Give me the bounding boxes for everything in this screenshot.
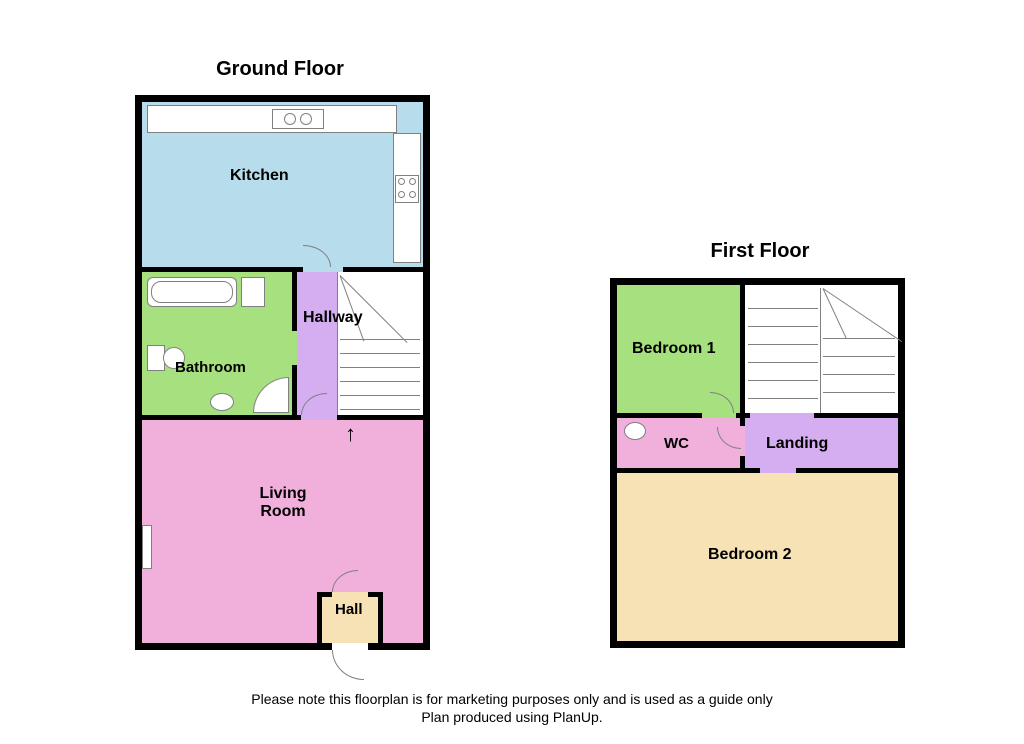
stair-g-1 [340,353,420,354]
living-label: Living Room [243,485,323,522]
stair-g-5 [340,409,420,410]
kitchen-sink [272,109,324,129]
front-door-arc [332,650,364,680]
bedroom2-label: Bedroom 2 [708,546,792,564]
stair-g-side [337,272,338,415]
footer: Please note this floorplan is for market… [0,691,1024,726]
bedroom1-label: Bedroom 1 [632,340,716,358]
stair-f-r2 [823,356,895,357]
ground-stairs [337,272,423,415]
hall-label: Hall [335,601,363,618]
stair-f-2 [748,326,818,327]
floorplan-canvas: Northi roperty Ground Floor [0,0,1024,744]
hall-living-gap [332,592,368,597]
stair-f-r3 [823,374,895,375]
footer-line-2: Plan produced using PlanUp. [421,709,602,725]
footer-line-1: Please note this floorplan is for market… [251,691,772,707]
bedroom1-right-wall [740,285,745,413]
living-fireplace [142,525,152,569]
kitchen-label: Kitchen [230,167,289,185]
first-floor-title: First Floor [690,240,830,263]
entry-arrow: ↑ [345,421,356,447]
stair-g-3 [340,381,420,382]
front-door-gap [332,643,368,650]
stair-g-2 [340,367,420,368]
bathroom-hallway-gap [292,331,297,365]
first-stairs [745,285,898,413]
wc-label: WC [664,435,689,452]
stair-f-r1 [823,338,895,339]
stair-f-1 [748,308,818,309]
stair-g-4 [340,395,420,396]
hallway-label: Hallway [303,309,363,327]
bathroom-basin [210,393,234,411]
stair-f-v [820,288,821,413]
stair-f-r4 [823,392,895,393]
stair-f-5 [748,380,818,381]
kitchen-sink-bowl-2 [300,113,312,125]
hob-ring-2 [409,178,416,185]
bathroom-cupboard [241,277,265,307]
stair-g-6 [340,339,420,340]
stair-f-3 [748,344,818,345]
ground-floor-title: Ground Floor [200,58,360,81]
stair-f-6 [748,398,818,399]
hob-ring-1 [398,178,405,185]
bathtub-inner [151,281,233,303]
hob-ring-3 [398,191,405,198]
first-floor-plan: Bedroom 1 WC Landing Bedroom 2 [610,278,905,648]
hob-ring-4 [409,191,416,198]
ground-floor-plan: ↑ Kitchen Bathroom Hallway Living Room H… [135,95,430,650]
kitchen-sink-bowl-1 [284,113,296,125]
wc-basin [624,422,646,440]
landing-label: Landing [766,435,828,453]
stair-f-4 [748,362,818,363]
bathroom-label: Bathroom [175,359,246,376]
